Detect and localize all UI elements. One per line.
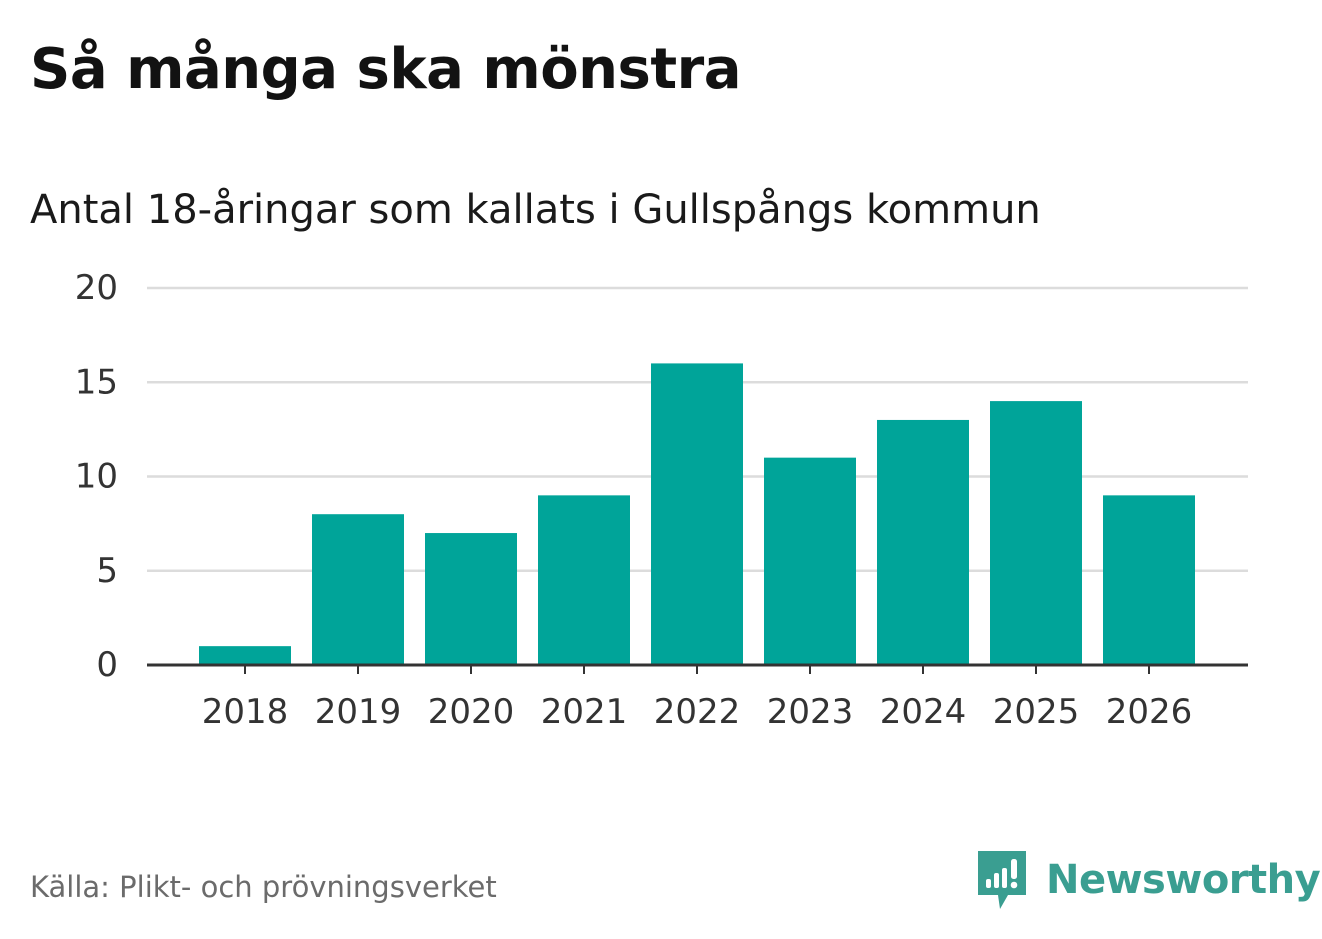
- x-tick-label-2024: 2024: [880, 692, 967, 732]
- bar-2020: [425, 533, 517, 665]
- y-tick-label: 0: [96, 645, 118, 685]
- bar-2024: [877, 419, 969, 665]
- chart-title: Så många ska mönstra: [30, 37, 742, 102]
- bar-2026: [1103, 495, 1195, 665]
- brand-logo: Newsworthy: [978, 850, 1321, 910]
- x-tick-label-2022: 2022: [654, 692, 741, 732]
- bar-2019: [312, 514, 404, 665]
- x-tick-label-2025: 2025: [993, 692, 1080, 732]
- x-tick-label-2021: 2021: [541, 692, 628, 732]
- x-tick-label-2023: 2023: [767, 692, 854, 732]
- axes: 0 5 10 15 20 2018 2019 2020 2021 2022 2023 2024 2025…: [75, 268, 1248, 732]
- y-tick-label: 20: [75, 268, 118, 308]
- x-tick-label-2026: 2026: [1106, 692, 1193, 732]
- y-tick-label: 15: [75, 362, 118, 402]
- x-tick-label-2018: 2018: [202, 692, 289, 732]
- source-note: Källa: Plikt- och prövningsverket: [30, 870, 497, 904]
- bar-2018: [199, 646, 291, 665]
- brand-name: Newsworthy: [1046, 857, 1321, 903]
- bar-2022: [651, 363, 743, 665]
- newsworthy-logo-icon: [978, 851, 1026, 909]
- bars: [199, 363, 1195, 665]
- bar-2025: [990, 401, 1082, 665]
- y-tick-label: 5: [96, 551, 118, 591]
- y-tick-label: 10: [75, 457, 118, 497]
- bar-2021: [538, 495, 630, 665]
- bar-2023: [764, 457, 856, 665]
- x-tick-label-2019: 2019: [315, 692, 402, 732]
- x-tick-label-2020: 2020: [428, 692, 515, 732]
- chart-subtitle: Antal 18-åringar som kallats i Gullspång…: [30, 187, 1041, 233]
